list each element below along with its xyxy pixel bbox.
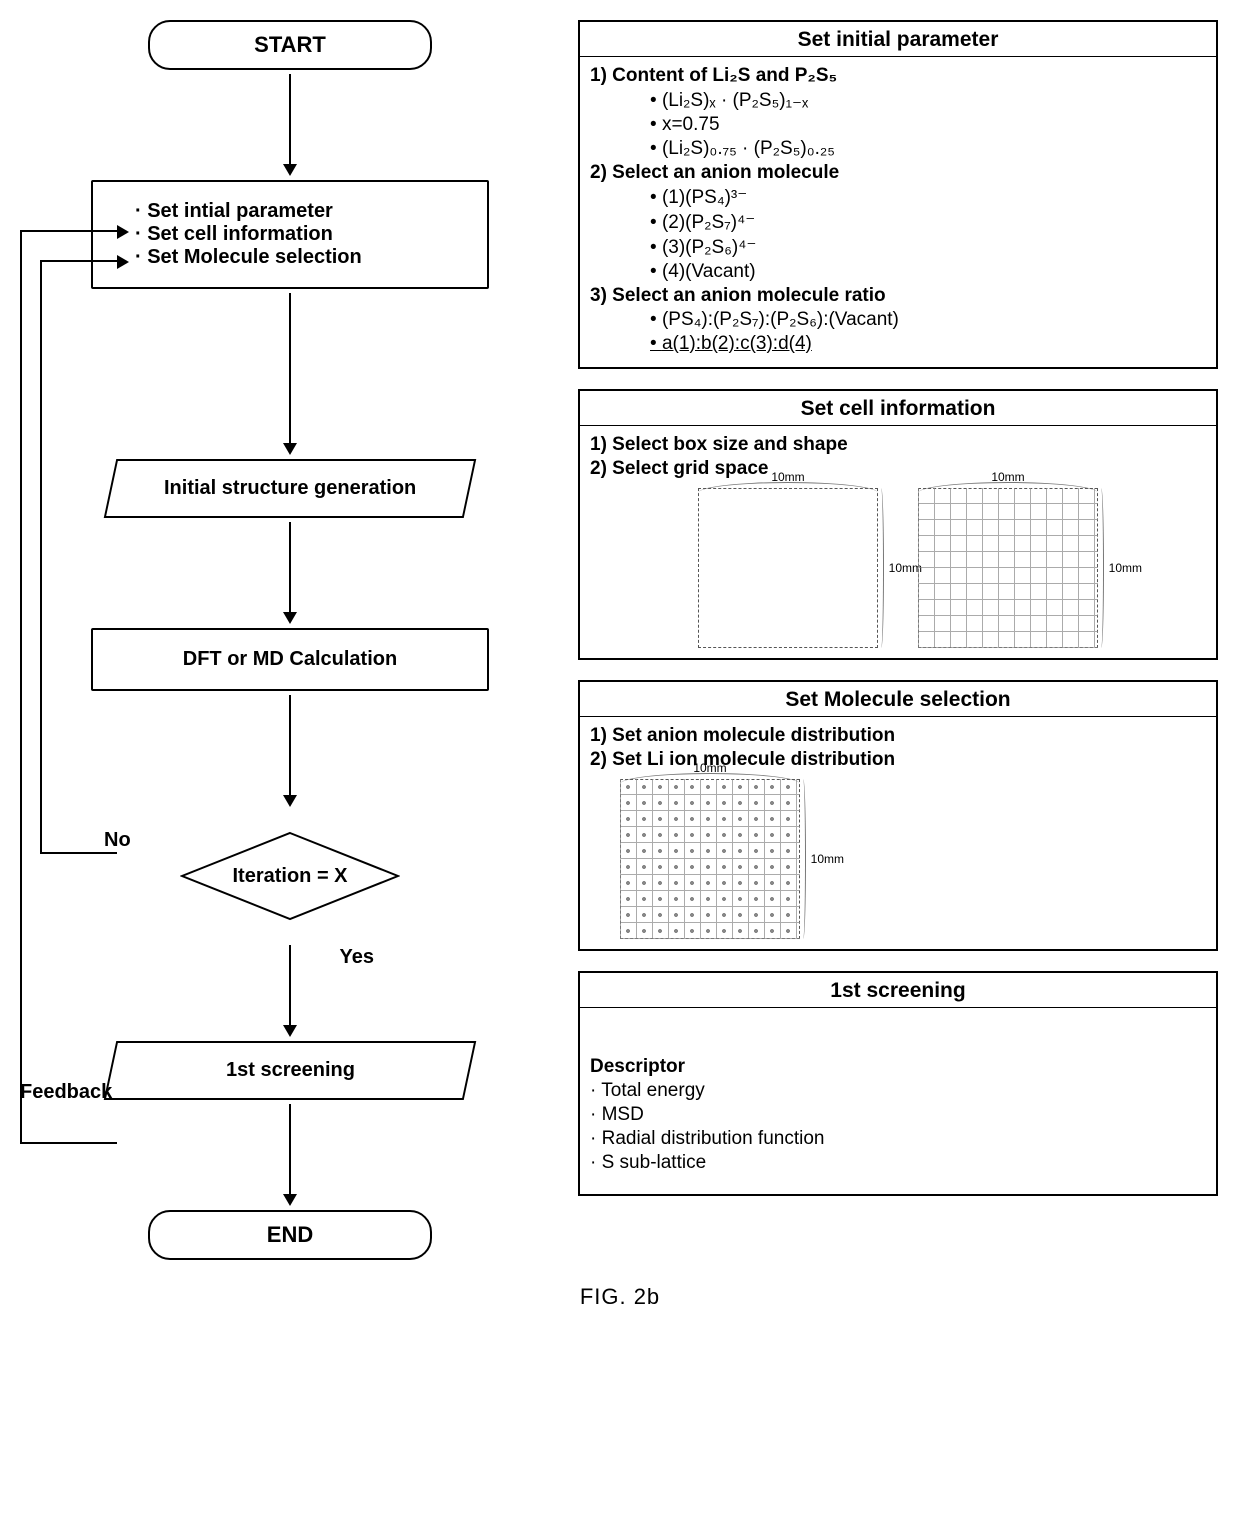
end-terminator: END xyxy=(148,1210,432,1260)
p1-s1-l3: (Li₂S)₀.₇₅ · (P₂S₅)₀.₂₅ xyxy=(590,138,1206,160)
p3-box-dots: 10mm 10mm xyxy=(620,779,800,939)
p1-s1-l1: (Li₂S)ₓ · (P₂S₅)₁₋ₓ xyxy=(590,89,1206,112)
p4-item-2: · MSD xyxy=(590,1104,1206,1126)
calc-box: DFT or MD Calculation xyxy=(91,628,489,691)
p4-item-1: · Total energy xyxy=(590,1080,1206,1102)
p4-descriptor-head: Descriptor xyxy=(590,1056,1206,1078)
start-terminator: START xyxy=(148,20,432,70)
calc-label: DFT or MD Calculation xyxy=(183,648,397,670)
p4-item-1-text: Total energy xyxy=(601,1080,705,1101)
p3-illustrations: 10mm 10mm xyxy=(590,779,1206,939)
p3-dim-top: 10mm xyxy=(620,761,800,775)
p1-s3-l2: a(1):b(2):c(3):d(4) xyxy=(590,333,1206,355)
panel-1st-screening: 1st screening Descriptor · Total energy … xyxy=(578,971,1218,1196)
start-label: START xyxy=(254,32,326,57)
panel-molecule-selection: Set Molecule selection 1) Set anion mole… xyxy=(578,680,1218,951)
p1-s3-head: 3) Select an anion molecule ratio xyxy=(590,285,1206,307)
p2-l1: 1) Select box size and shape xyxy=(590,434,1206,456)
p1-s2-l4: (4)(Vacant) xyxy=(590,261,1206,283)
p2-dim-top-1: 10mm xyxy=(698,470,878,484)
figure-caption: FIG. 2b xyxy=(20,1284,1220,1310)
panel3-title: Set Molecule selection xyxy=(580,682,1216,717)
p4-item-3-text: Radial distribution function xyxy=(602,1128,825,1149)
initial-structure-label: Initial structure generation xyxy=(164,477,416,500)
decision-iteration: Iteration = X No Yes xyxy=(110,811,470,941)
panel-cell-information: Set cell information 1) Select box size … xyxy=(578,389,1218,660)
set-params-item-1: Set intial parameter xyxy=(135,200,465,223)
arrow-1 xyxy=(20,74,560,176)
p3-dim-right: 10mm xyxy=(811,852,844,866)
panel1-title: Set initial parameter xyxy=(580,22,1216,57)
p1-s2-l2: (2)(P₂S₇)⁴⁻ xyxy=(590,211,1206,234)
p4-item-2-text: MSD xyxy=(602,1104,644,1125)
p4-item-4: · S sub-lattice xyxy=(590,1152,1206,1174)
initial-structure-io: Initial structure generation xyxy=(110,459,470,518)
panel-initial-parameter: Set initial parameter 1) Content of Li₂S… xyxy=(578,20,1218,369)
p2-box-grid: 10mm 10mm xyxy=(918,488,1098,648)
p2-dim-top-2: 10mm xyxy=(918,470,1098,484)
screening-io: 1st screening Feedback xyxy=(110,1041,470,1100)
p4-item-3: · Radial distribution function xyxy=(590,1128,1206,1150)
panel4-title: 1st screening xyxy=(580,973,1216,1008)
p1-s1-l2: x=0.75 xyxy=(590,114,1206,136)
two-column-layout: START Set intial parameter Set cell info… xyxy=(20,20,1220,1260)
p1-s3-l1: (PS₄):(P₂S₇):(P₂S₆):(Vacant) xyxy=(590,309,1206,331)
p2-box-empty: 10mm 10mm xyxy=(698,488,878,648)
p2-dim-right-1: 10mm xyxy=(889,561,922,575)
set-parameters-box: Set intial parameter Set cell informatio… xyxy=(91,180,489,289)
decision-label: Iteration = X xyxy=(180,831,400,921)
set-params-item-3: Set Molecule selection xyxy=(135,246,465,269)
p2-illustrations: 10mm 10mm 10mm 10mm xyxy=(590,488,1206,648)
flowchart-column: START Set intial parameter Set cell info… xyxy=(20,20,560,1260)
p1-s2-l3: (3)(P₂S₆)⁴⁻ xyxy=(590,236,1206,259)
set-params-item-2: Set cell information xyxy=(135,223,465,246)
p1-s1-head: 1) Content of Li₂S and P₂S₅ xyxy=(590,65,1206,87)
p4-item-4-text: S sub-lattice xyxy=(602,1152,707,1173)
panel2-title: Set cell information xyxy=(580,391,1216,426)
end-label: END xyxy=(267,1222,313,1247)
figure-2b: START Set intial parameter Set cell info… xyxy=(20,20,1220,1310)
screening-label: 1st screening xyxy=(226,1059,355,1082)
p1-s2-head: 2) Select an anion molecule xyxy=(590,162,1206,184)
details-column: Set initial parameter 1) Content of Li₂S… xyxy=(578,20,1218,1216)
p2-l2: 2) Select grid space xyxy=(590,458,1206,480)
p3-l1: 1) Set anion molecule distribution xyxy=(590,725,1206,747)
p2-dim-right-2: 10mm xyxy=(1109,561,1142,575)
loop-feedback-to-params xyxy=(20,230,117,1144)
decision-yes-label: Yes xyxy=(340,946,374,969)
p1-s2-l1: (1)(PS₄)³⁻ xyxy=(590,186,1206,209)
